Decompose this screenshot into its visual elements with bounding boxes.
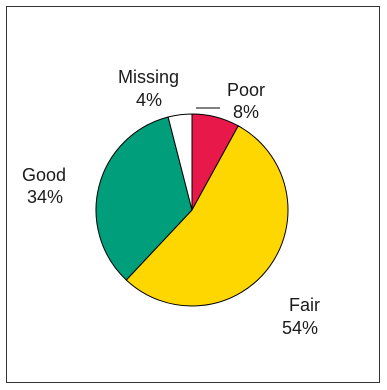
slice-label-poor: Poor (227, 80, 265, 100)
pie-slices (95, 113, 289, 307)
slice-value-poor: 8% (233, 102, 259, 122)
slice-value-good: 34% (27, 187, 63, 207)
slice-label-missing: Missing (118, 67, 179, 87)
slice-value-fair: 54% (282, 318, 318, 338)
pie-slice-fair (125, 125, 289, 307)
slice-label-fair: Fair (289, 295, 320, 315)
slice-label-good: Good (22, 165, 66, 185)
pie-slice-missing (167, 113, 193, 211)
pie-slice-good (95, 116, 193, 281)
slice-value-missing: 4% (136, 90, 162, 110)
